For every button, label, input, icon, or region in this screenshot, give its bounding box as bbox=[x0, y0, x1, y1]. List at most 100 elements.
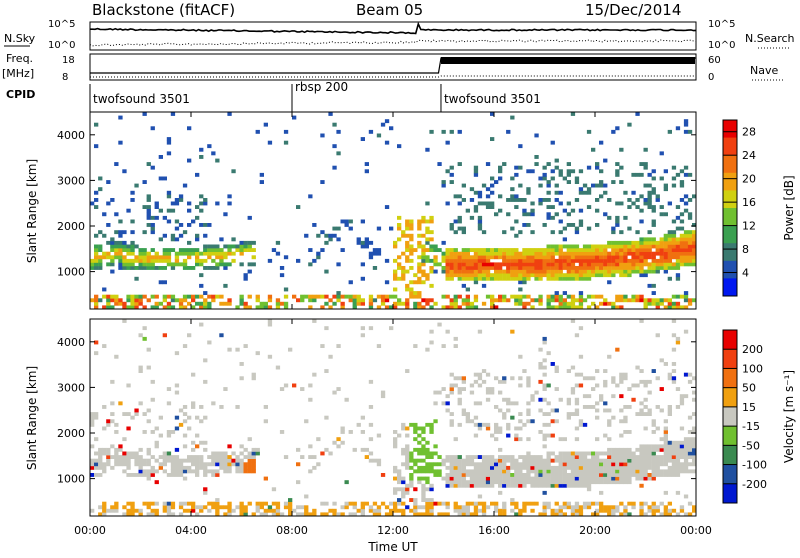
velocity-cell bbox=[647, 462, 652, 467]
velocity-cell bbox=[473, 508, 479, 513]
velocity-cell bbox=[639, 319, 644, 323]
velocity-cell bbox=[574, 476, 580, 481]
velocity-cell bbox=[154, 440, 159, 445]
velocity-cell bbox=[271, 508, 277, 513]
velocity-cell bbox=[639, 444, 644, 449]
velocity-cell bbox=[506, 458, 511, 463]
velocity-cell bbox=[542, 512, 547, 517]
velocity-cell bbox=[574, 383, 580, 388]
power-cell bbox=[142, 258, 147, 263]
velocity-cell bbox=[639, 408, 644, 413]
velocity-cell bbox=[441, 401, 446, 406]
velocity-cell bbox=[526, 462, 531, 467]
power-cell bbox=[558, 219, 563, 224]
velocity-cell bbox=[207, 508, 212, 513]
velocity-cell bbox=[255, 508, 260, 513]
power-cell bbox=[332, 233, 337, 238]
velocity-cell bbox=[490, 433, 495, 438]
power-cell bbox=[146, 198, 151, 202]
velocity-cell bbox=[461, 465, 466, 470]
velocity-cell bbox=[368, 437, 374, 442]
velocity-cell bbox=[215, 473, 220, 477]
velocity-cell bbox=[667, 455, 672, 459]
freq-frame bbox=[89, 53, 697, 81]
power-cell bbox=[651, 240, 656, 245]
power-cell bbox=[603, 244, 608, 249]
velocity-cell bbox=[162, 462, 167, 467]
power-cell bbox=[683, 208, 689, 213]
power-cell bbox=[364, 240, 369, 245]
power-cell bbox=[441, 269, 446, 274]
velocity-cell bbox=[473, 476, 479, 481]
power-cell bbox=[671, 230, 677, 235]
velocity-cell bbox=[692, 412, 697, 416]
power-cell bbox=[663, 298, 668, 303]
power-cell bbox=[162, 176, 167, 181]
power-cell bbox=[542, 266, 547, 270]
power-cell bbox=[692, 262, 697, 267]
power-cell bbox=[659, 237, 664, 242]
power-cell bbox=[651, 208, 656, 213]
power-cell bbox=[534, 155, 539, 159]
velocity-cell bbox=[578, 455, 584, 459]
velocity-cell bbox=[166, 505, 172, 510]
velocity-cell bbox=[473, 480, 479, 485]
power-cell bbox=[530, 298, 535, 303]
velocity-cell bbox=[227, 465, 232, 470]
velocity-cell bbox=[227, 444, 232, 449]
colorbar-swatch bbox=[723, 190, 737, 209]
power-cell bbox=[631, 262, 636, 267]
power-cell bbox=[199, 251, 204, 256]
power-cell bbox=[655, 258, 660, 263]
power-cell bbox=[429, 237, 434, 242]
velocity-cell bbox=[251, 376, 256, 381]
power-cell bbox=[498, 176, 503, 181]
power-cell bbox=[623, 258, 628, 263]
power-cell bbox=[615, 223, 620, 227]
velocity-cell bbox=[623, 415, 628, 420]
velocity-cell bbox=[498, 483, 503, 488]
power-cell bbox=[651, 176, 656, 181]
power-cell bbox=[126, 251, 131, 256]
power-cell bbox=[203, 258, 208, 263]
velocity-cell bbox=[643, 476, 648, 481]
power-cell bbox=[490, 294, 495, 299]
velocity-cell bbox=[518, 462, 523, 467]
power-cell bbox=[324, 269, 329, 274]
velocity-cell bbox=[393, 465, 398, 470]
velocity-cell bbox=[178, 408, 184, 413]
velocity-cell bbox=[296, 480, 301, 485]
power-cell bbox=[215, 294, 220, 299]
velocity-cell bbox=[94, 340, 99, 345]
velocity-cell bbox=[118, 401, 123, 406]
power-cell bbox=[526, 262, 531, 267]
power-cell bbox=[566, 172, 571, 177]
velocity-cell bbox=[368, 379, 374, 384]
velocity-cell bbox=[550, 433, 555, 438]
velocity-cell bbox=[425, 469, 430, 474]
velocity-cell bbox=[90, 415, 95, 420]
power-cell bbox=[582, 258, 588, 263]
velocity-cell bbox=[332, 440, 337, 445]
velocity-cell bbox=[445, 329, 450, 334]
velocity-cell bbox=[126, 501, 131, 506]
power-cell bbox=[199, 201, 204, 206]
velocity-cell bbox=[461, 469, 466, 474]
velocity-cell bbox=[667, 501, 672, 506]
power-cell bbox=[615, 269, 620, 274]
power-cell bbox=[465, 273, 470, 278]
velocity-cell bbox=[481, 455, 487, 459]
velocity-cell bbox=[570, 319, 576, 323]
power-cell bbox=[615, 294, 620, 299]
power-cell bbox=[130, 190, 135, 195]
power-cell bbox=[510, 115, 515, 120]
velocity-cell bbox=[663, 440, 668, 445]
power-cell bbox=[425, 276, 430, 281]
velocity-cell bbox=[102, 512, 107, 517]
velocity-cell bbox=[671, 469, 677, 474]
velocity-cell bbox=[647, 408, 652, 413]
velocity-cell bbox=[619, 394, 624, 399]
power-cell bbox=[631, 294, 636, 299]
power-cell bbox=[449, 273, 454, 278]
velocity-cell bbox=[538, 365, 543, 370]
